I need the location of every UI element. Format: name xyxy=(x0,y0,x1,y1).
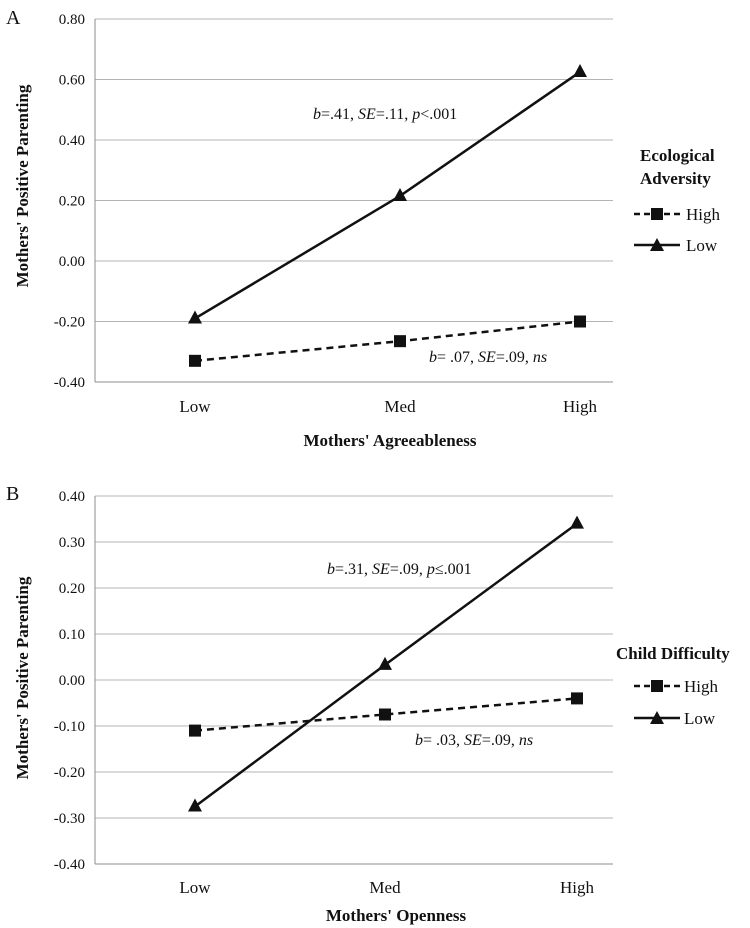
data-point-square xyxy=(189,724,201,737)
annotation-p: p xyxy=(411,106,420,123)
series-line-high xyxy=(194,697,578,732)
panel-b-plot-area: -0.40 -0.30 -0.20 -0.10 0.00 0.10 0.20 0.30 0.40… xyxy=(54,489,613,897)
panel-b-x-axis-title: Mothers' Openness xyxy=(326,906,467,925)
legend-square-marker-icon xyxy=(651,680,663,692)
annotation-se-value: =.09, xyxy=(482,732,519,749)
legend-label-low: Low xyxy=(686,236,718,255)
panel-a-chart: A -0.40 -0.20 0.00 0.20 0.40 0.60 0.80 Low Med Hi… xyxy=(6,7,721,450)
annotation-b: b xyxy=(429,349,437,366)
legend-triangle-marker-icon xyxy=(650,238,664,251)
annotation-b: b xyxy=(327,561,335,578)
x-tick-label: Med xyxy=(384,397,416,416)
data-point-square xyxy=(571,692,583,705)
legend-label-high: High xyxy=(686,205,721,224)
panel-b-label: B xyxy=(6,483,19,505)
annotation-b: b xyxy=(313,106,321,123)
y-tick-label: 0.40 xyxy=(59,133,85,149)
y-tick-label: 0.20 xyxy=(59,194,85,210)
y-tick-label: -0.10 xyxy=(54,719,85,735)
y-tick-label: 0.00 xyxy=(59,673,85,689)
legend-title-line-1: Ecological xyxy=(640,146,715,165)
y-tick-label: -0.20 xyxy=(54,765,85,781)
y-tick-label: 0.00 xyxy=(59,254,85,270)
x-tick-label: Low xyxy=(179,878,211,897)
x-tick-label: Low xyxy=(179,397,211,416)
y-tick-label: 0.20 xyxy=(59,581,85,597)
data-point-triangle xyxy=(188,310,202,324)
legend-title-line-1: Child Difficulty xyxy=(616,644,730,663)
legend-triangle-marker-icon xyxy=(650,711,664,724)
annotation-se-value: =.11, xyxy=(376,106,412,123)
legend-title-line-2: Adversity xyxy=(640,169,711,188)
annotation-ns: ns xyxy=(533,349,547,366)
data-point-triangle xyxy=(573,63,587,77)
annotation-se-value: =.09, xyxy=(390,561,427,578)
panel-b-annotation-low: b=.31, SE=.09, p≤.001 xyxy=(327,561,472,578)
x-tick-label: Med xyxy=(369,878,401,897)
legend-square-marker-icon xyxy=(651,208,663,220)
y-tick-label: -0.30 xyxy=(54,811,85,827)
panel-b-y-axis-title: Mothers' Positive Parenting xyxy=(13,576,32,779)
panel-a-annotation-low: b=.41, SE=.11, p<.001 xyxy=(313,106,457,123)
data-point-triangle xyxy=(570,515,584,529)
annotation-b-value: =.31, xyxy=(335,561,372,578)
annotation-b-value: = .03, xyxy=(423,732,464,749)
data-point-square xyxy=(379,708,391,721)
data-point-square xyxy=(574,315,586,328)
panel-b-annotation-high: b= .03, SE=.09, ns xyxy=(415,732,533,749)
data-point-triangle xyxy=(188,798,202,812)
panel-a-x-axis-title: Mothers' Agreeableness xyxy=(304,431,477,450)
panel-a-label: A xyxy=(6,7,21,29)
y-tick-label: -0.40 xyxy=(54,375,85,391)
annotation-p-value: ≤.001 xyxy=(435,561,472,578)
x-tick-label: High xyxy=(563,397,598,416)
annotation-b-value: = .07, xyxy=(437,349,478,366)
annotation-se: SE xyxy=(372,561,390,578)
y-tick-label: 0.30 xyxy=(59,535,85,551)
panel-a-plot-area: -0.40 -0.20 0.00 0.20 0.40 0.60 0.80 Low Med High xyxy=(54,12,613,416)
data-point-square xyxy=(394,335,406,348)
data-point-square xyxy=(189,354,201,367)
annotation-b: b xyxy=(415,732,423,749)
annotation-p-value: <.001 xyxy=(420,106,457,123)
panel-a-y-axis-title: Mothers' Positive Parenting xyxy=(13,84,32,287)
panel-a-annotation-high: b= .07, SE=.09, ns xyxy=(429,349,547,366)
annotation-se-value: =.09, xyxy=(496,349,533,366)
legend-label-high: High xyxy=(684,677,719,696)
panel-a-legend: Ecological Adversity High Low xyxy=(634,146,721,255)
data-point-triangle xyxy=(378,656,392,670)
legend-label-low: Low xyxy=(684,709,716,728)
panel-b-legend: Child Difficulty High Low xyxy=(616,644,730,728)
annotation-b-value: =.41, xyxy=(321,106,358,123)
annotation-ns: ns xyxy=(519,732,533,749)
x-tick-label: High xyxy=(560,878,595,897)
annotation-se: SE xyxy=(464,732,482,749)
annotation-se: SE xyxy=(358,106,376,123)
y-tick-label: 0.80 xyxy=(59,12,85,28)
y-tick-label: 0.40 xyxy=(59,489,85,505)
y-tick-label: 0.60 xyxy=(59,73,85,89)
annotation-p: p xyxy=(426,561,435,578)
y-tick-label: -0.40 xyxy=(54,857,85,873)
data-point-triangle xyxy=(393,187,407,201)
y-tick-label: 0.10 xyxy=(59,627,85,643)
y-tick-label: -0.20 xyxy=(54,315,85,331)
panel-b-chart: B -0.40 -0.30 -0.20 -0.10 0.00 0.10 0.20 0.30 0.… xyxy=(6,483,730,925)
annotation-se: SE xyxy=(478,349,496,366)
